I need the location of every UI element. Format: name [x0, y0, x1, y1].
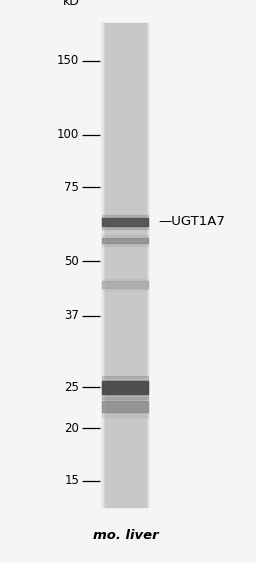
Bar	[102, 235, 148, 245]
Text: 150: 150	[57, 54, 79, 67]
Bar	[102, 396, 148, 417]
Bar	[102, 401, 148, 413]
Text: 75: 75	[65, 181, 79, 194]
Bar	[102, 23, 103, 507]
Bar	[102, 279, 148, 290]
Bar	[102, 218, 148, 226]
Bar	[102, 282, 148, 288]
Bar	[147, 23, 148, 507]
Bar	[102, 381, 148, 394]
Text: 100: 100	[57, 128, 79, 141]
Text: 37: 37	[65, 310, 79, 323]
Bar	[102, 23, 104, 507]
Text: 15: 15	[65, 474, 79, 487]
Bar	[102, 23, 148, 507]
Text: 20: 20	[65, 422, 79, 435]
Text: —UGT1A7: —UGT1A7	[159, 216, 226, 229]
Text: 25: 25	[65, 381, 79, 394]
Bar	[102, 238, 148, 243]
Text: kD: kD	[62, 0, 79, 8]
Bar	[102, 215, 148, 229]
Text: 50: 50	[65, 254, 79, 267]
Bar	[102, 376, 148, 399]
Text: mo. liver: mo. liver	[93, 529, 158, 542]
